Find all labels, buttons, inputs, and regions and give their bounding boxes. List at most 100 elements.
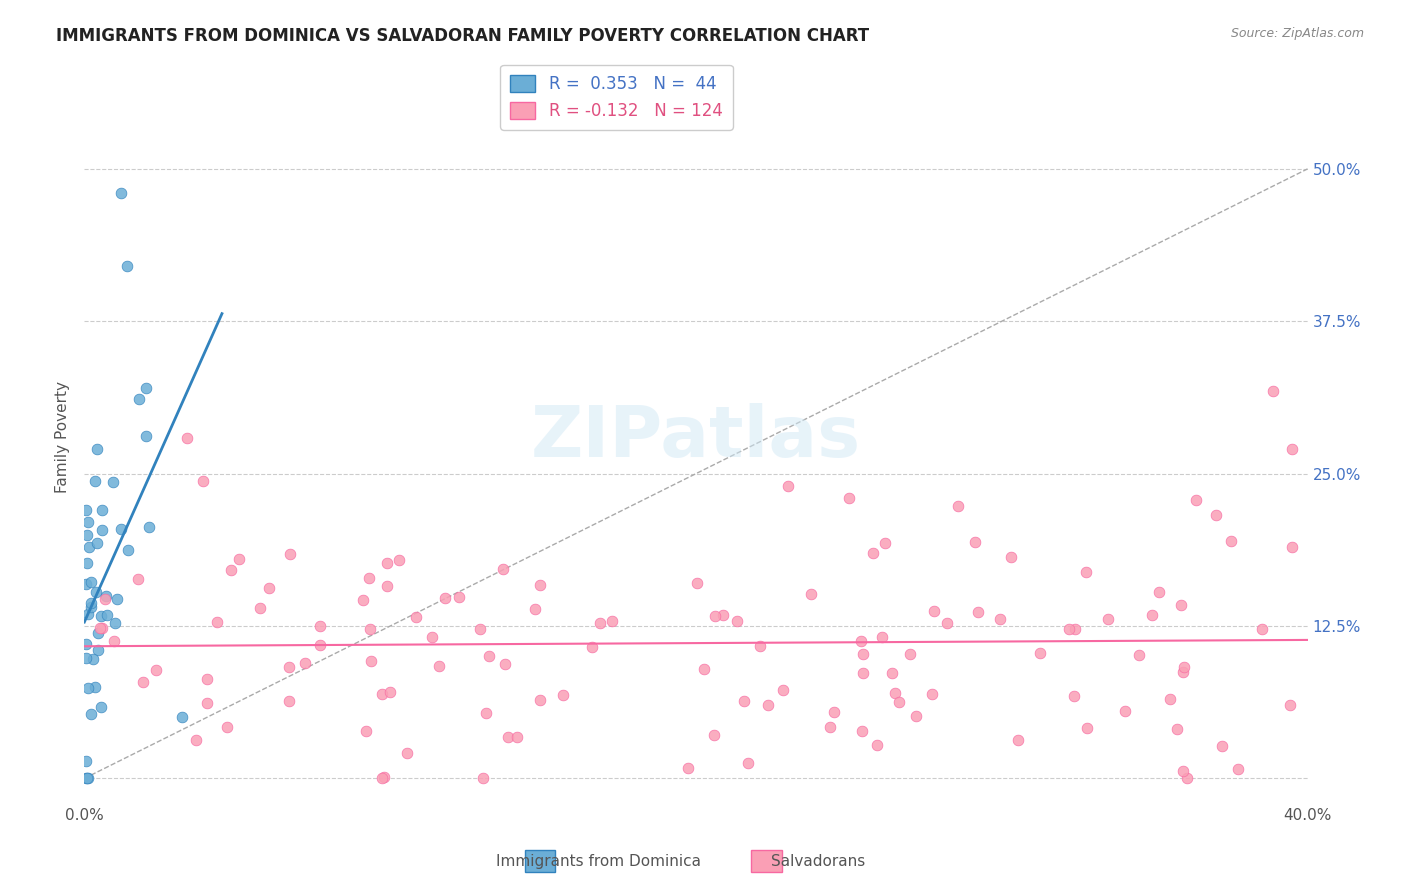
Point <box>352 593 374 607</box>
Point <box>1128 648 1150 662</box>
Point <box>388 553 411 567</box>
Point <box>1057 623 1080 637</box>
Point <box>75 577 97 591</box>
Point <box>737 756 759 771</box>
Point <box>851 666 873 681</box>
Point <box>205 615 228 629</box>
Point <box>1219 533 1241 548</box>
Point <box>529 578 551 592</box>
Point <box>395 746 418 760</box>
Point <box>589 615 612 630</box>
Point <box>115 260 138 274</box>
Point <box>132 675 155 690</box>
Point <box>357 572 380 586</box>
Point <box>427 659 450 673</box>
Point <box>128 392 150 407</box>
Point <box>748 639 770 653</box>
Point <box>135 428 157 442</box>
Point <box>905 709 928 723</box>
Point <box>195 696 218 710</box>
Point <box>80 596 103 610</box>
Point <box>184 732 207 747</box>
Point <box>90 700 112 714</box>
Point <box>76 772 98 786</box>
Point <box>104 616 127 631</box>
Point <box>278 548 301 562</box>
Point <box>86 536 108 550</box>
Point <box>377 556 399 570</box>
Point <box>434 591 457 606</box>
Point <box>870 631 893 645</box>
Point <box>75 772 97 786</box>
Point <box>138 520 160 534</box>
Point <box>921 687 943 701</box>
Point <box>110 186 132 201</box>
Point <box>91 622 114 636</box>
Point <box>693 662 716 676</box>
Point <box>1263 384 1285 398</box>
Point <box>1171 665 1194 679</box>
Point <box>887 695 910 709</box>
Point <box>371 687 394 701</box>
Point <box>373 770 395 784</box>
Point <box>529 692 551 706</box>
Point <box>127 572 149 586</box>
Point <box>1029 646 1052 660</box>
Point <box>1281 540 1303 554</box>
Point <box>1279 698 1302 712</box>
Point <box>862 546 884 560</box>
Point <box>76 527 98 541</box>
Point <box>477 649 499 664</box>
Point <box>1171 764 1194 778</box>
Point <box>472 772 495 786</box>
Point <box>966 605 988 619</box>
Point <box>96 608 118 623</box>
FancyBboxPatch shape <box>751 850 782 872</box>
Point <box>221 563 243 577</box>
Point <box>77 772 100 786</box>
Point <box>936 615 959 630</box>
Point <box>135 381 157 395</box>
Point <box>93 592 115 607</box>
Point <box>1076 722 1098 736</box>
Point <box>1063 690 1085 704</box>
Point <box>1147 584 1170 599</box>
Point <box>818 720 841 734</box>
Point <box>600 614 623 628</box>
Point <box>1166 722 1188 736</box>
Point <box>1205 508 1227 522</box>
Point <box>506 730 529 744</box>
Text: Immigrants from Dominica: Immigrants from Dominica <box>495 854 700 869</box>
Point <box>90 502 112 516</box>
Text: Salvadorans: Salvadorans <box>770 854 866 869</box>
Point <box>1114 704 1136 718</box>
Point <box>89 621 111 635</box>
Point <box>823 705 845 719</box>
Point <box>191 474 214 488</box>
Point <box>1007 733 1029 747</box>
Point <box>75 637 97 651</box>
Point <box>880 666 903 681</box>
Point <box>77 607 100 621</box>
Point <box>370 772 392 786</box>
Point <box>101 475 124 489</box>
Point <box>1185 493 1208 508</box>
Point <box>76 516 98 530</box>
Point <box>1173 659 1195 673</box>
Point <box>172 710 194 724</box>
Point <box>898 647 921 661</box>
Point <box>77 681 100 695</box>
Point <box>492 562 515 576</box>
Point <box>117 543 139 558</box>
Point <box>228 551 250 566</box>
Point <box>551 688 574 702</box>
Point <box>195 672 218 686</box>
Point <box>800 587 823 601</box>
Point <box>988 612 1011 626</box>
Point <box>496 730 519 744</box>
Point <box>866 738 889 752</box>
Point <box>75 503 97 517</box>
Point <box>405 610 427 624</box>
Point <box>84 475 107 489</box>
Point <box>277 659 299 673</box>
